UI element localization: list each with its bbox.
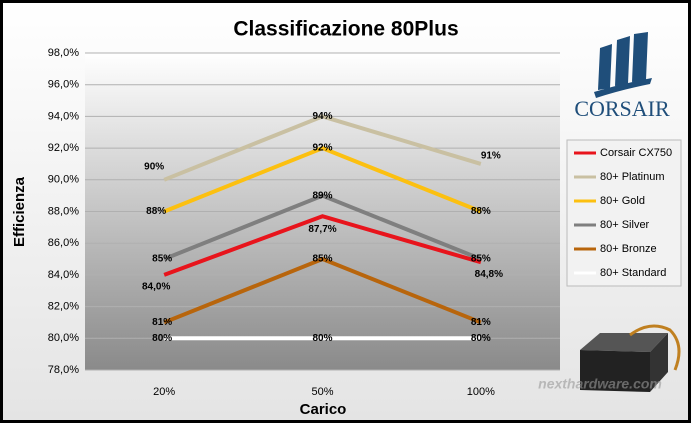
- data-label: 80%: [312, 333, 332, 344]
- data-label: 88%: [146, 206, 166, 217]
- data-label: 80%: [471, 333, 491, 344]
- y-tick-label: 78,0%: [48, 364, 79, 376]
- legend-label: 80+ Platinum: [600, 171, 665, 183]
- series-line: [163, 145, 482, 214]
- logo-sails: [594, 32, 652, 98]
- data-label: 85%: [471, 254, 491, 265]
- chart-title: Classificazione 80Plus: [233, 18, 458, 41]
- y-tick-label: 84,0%: [48, 269, 79, 281]
- watermark: nexthardware.com: [538, 376, 662, 392]
- psu-image: [580, 324, 681, 392]
- x-tick-label: 50%: [311, 386, 333, 398]
- data-label: 92%: [312, 143, 332, 154]
- data-label: 85%: [152, 254, 172, 265]
- series-line: [163, 114, 482, 182]
- legend-label: 80+ Standard: [600, 267, 666, 279]
- data-label: 80%: [152, 333, 172, 344]
- data-label: 89%: [312, 190, 332, 201]
- legend-label: 80+ Silver: [600, 219, 650, 231]
- data-label: 84,8%: [475, 269, 503, 280]
- data-label: 90%: [144, 161, 164, 172]
- logo-text: CORSAIR: [574, 96, 670, 121]
- data-label: 88%: [471, 206, 491, 217]
- y-tick-label: 80,0%: [48, 332, 79, 344]
- legend-label: 80+ Gold: [600, 195, 645, 207]
- legend-label: 80+ Bronze: [600, 243, 657, 255]
- data-label: 84,0%: [142, 282, 170, 293]
- y-tick-label: 88,0%: [48, 205, 79, 217]
- data-label: 85%: [312, 254, 332, 265]
- x-axis-label: Carico: [300, 401, 347, 418]
- data-label: 81%: [152, 317, 172, 328]
- data-label: 91%: [481, 151, 501, 162]
- x-tick-label: 20%: [153, 386, 175, 398]
- y-tick-label: 94,0%: [48, 110, 79, 122]
- series-line: [163, 256, 482, 325]
- series-line: [163, 193, 482, 261]
- y-tick-label: 98,0%: [48, 47, 79, 59]
- y-axis-label: Efficienza: [11, 176, 28, 247]
- y-tick-label: 82,0%: [48, 301, 79, 313]
- x-tick-label: 100%: [467, 386, 495, 398]
- legend-box: [566, 139, 682, 287]
- series-line: [163, 214, 482, 277]
- y-tick-label: 92,0%: [48, 142, 79, 154]
- y-tick-label: 96,0%: [48, 79, 79, 91]
- y-tick-label: 90,0%: [48, 174, 79, 186]
- legend-label: Corsair CX750: [600, 147, 672, 159]
- data-label: 94%: [312, 111, 332, 122]
- data-label: 81%: [471, 317, 491, 328]
- y-tick-label: 86,0%: [48, 237, 79, 249]
- data-label: 87,7%: [308, 224, 336, 235]
- logo: CORSAIR: [574, 32, 670, 121]
